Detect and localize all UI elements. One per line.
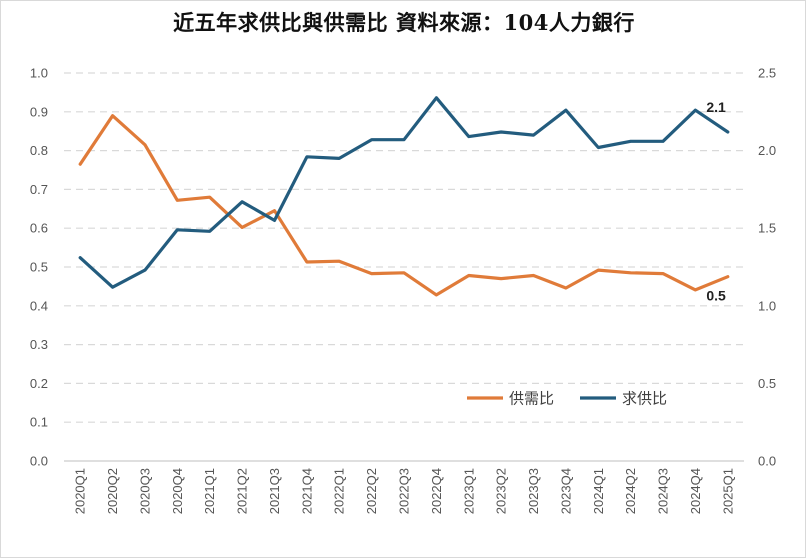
left-tick-label: 0.9: [30, 104, 48, 119]
x-tick-label: 2024Q4: [688, 468, 703, 514]
x-tick-label: 2020Q2: [105, 468, 120, 514]
left-tick-label: 0.1: [30, 415, 48, 430]
end-value-label: 2.1: [706, 99, 726, 115]
right-axis-ticks: 0.0 0.5 1.0 1.5 2.0 2.5: [758, 66, 776, 469]
end-labels: 0.5 2.1: [706, 99, 726, 304]
left-tick-label: 0.7: [30, 182, 48, 197]
left-tick-label: 0.3: [30, 337, 48, 352]
legend: 供需比 求供比: [467, 391, 667, 408]
left-tick-label: 1.0: [30, 66, 48, 81]
left-tick-label: 0.5: [30, 260, 48, 275]
x-tick-label: 2022Q4: [429, 468, 444, 514]
x-tick-label: 2022Q3: [397, 468, 412, 514]
x-tick-label: 2024Q1: [591, 468, 606, 514]
right-tick-label: 0.0: [758, 454, 776, 469]
left-tick-label: 0.2: [30, 376, 48, 391]
x-tick-label: 2024Q2: [623, 468, 638, 514]
series-line-demand-supply: [78, 96, 730, 289]
left-axis-ticks: 0.0 0.1 0.2 0.3 0.4 0.5 0.6 0.7 0.8 0.9 1.0: [30, 66, 48, 469]
x-tick-label: 2023Q1: [461, 468, 476, 514]
grid-lines: [64, 72, 744, 423]
x-tick-label: 2022Q2: [364, 468, 379, 514]
x-tick-label: 2020Q1: [73, 468, 88, 514]
right-tick-label: 2.5: [758, 66, 776, 81]
left-tick-label: 0.4: [30, 298, 48, 313]
x-tick-label: 2022Q1: [332, 468, 347, 514]
left-tick-label: 0.8: [30, 143, 48, 158]
x-tick-label: 2023Q2: [494, 468, 509, 514]
chart-title: 近五年求供比與供需比 資料來源：104人力銀行: [173, 10, 635, 35]
left-tick-label: 0.0: [30, 454, 48, 469]
left-tick-label: 0.6: [30, 221, 48, 236]
x-tick-label: 2021Q1: [202, 468, 217, 514]
end-value-label: 0.5: [706, 288, 726, 304]
x-tick-label: 2021Q3: [267, 468, 282, 514]
series-lines: [78, 96, 730, 297]
x-tick-label: 2021Q2: [235, 468, 250, 514]
x-axis-ticks: 2020Q1 2020Q2 2020Q3 2020Q4 2021Q1 2021Q2 2021…: [73, 468, 736, 514]
legend-label: 求供比: [622, 391, 667, 408]
x-tick-label: 2024Q3: [656, 468, 671, 514]
x-tick-label: 2021Q4: [299, 468, 314, 514]
x-tick-label: 2023Q4: [558, 468, 573, 514]
right-tick-label: 2.0: [758, 143, 776, 158]
series-line-supply-demand: [78, 114, 730, 297]
x-tick-label: 2020Q3: [137, 468, 152, 514]
right-tick-label: 1.5: [758, 221, 776, 236]
x-tick-label: 2025Q1: [720, 468, 735, 514]
x-tick-label: 2023Q3: [526, 468, 541, 514]
right-tick-label: 1.0: [758, 298, 776, 313]
right-tick-label: 0.5: [758, 376, 776, 391]
x-tick-label: 2020Q4: [170, 468, 185, 514]
legend-label: 供需比: [509, 391, 554, 408]
